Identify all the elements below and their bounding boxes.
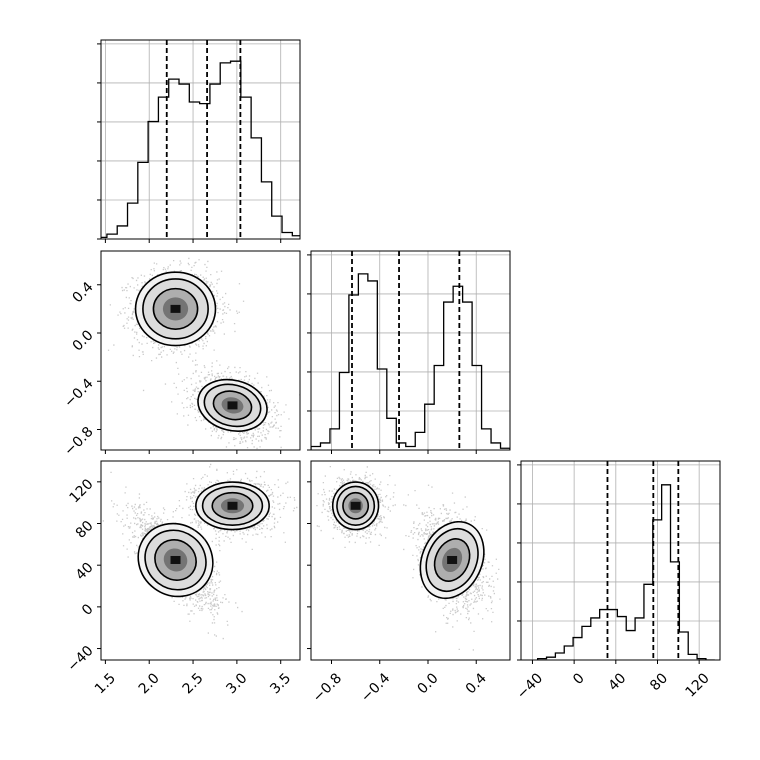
scatter-panel-2 (97, 460, 301, 664)
histogram-panel-2 (307, 250, 511, 454)
contour-line (142, 278, 209, 340)
scatter-points (175, 463, 298, 552)
scatter-content (316, 466, 501, 651)
contour-line (211, 491, 254, 520)
scatter-content (107, 257, 300, 450)
panel-frame (100, 460, 301, 661)
density-peak (227, 501, 238, 510)
contour-line (336, 485, 376, 526)
density-cluster-2 (403, 484, 501, 651)
contour-line (419, 520, 485, 600)
density-peak (447, 555, 458, 564)
panel-frame (310, 250, 511, 451)
histogram-steps (311, 273, 510, 450)
scatter-points (102, 471, 243, 640)
histogram-panel-3 (517, 460, 721, 664)
contour-line (144, 529, 207, 591)
panel-frame (100, 39, 301, 240)
histogram-steps (537, 484, 715, 660)
contour-line (433, 538, 471, 582)
density-cluster-2 (175, 463, 298, 552)
panel-frame (310, 460, 511, 661)
panel-frame (520, 460, 721, 661)
scatter-panel-3 (307, 460, 511, 664)
density-peak (170, 304, 181, 313)
contour-line (134, 271, 217, 347)
contour-line (152, 287, 199, 330)
density-cluster-1 (102, 471, 243, 640)
histogram-steps (101, 60, 300, 239)
density-cluster-1 (316, 466, 396, 548)
scatter-panel-1 (97, 250, 301, 454)
histogram-panel-1 (97, 39, 301, 243)
contour-line (331, 481, 380, 531)
contour-line (154, 539, 197, 581)
scatter-points (403, 484, 501, 651)
scatter-content (102, 463, 298, 640)
contour-line (195, 481, 270, 531)
contour-line (197, 378, 268, 432)
density-cluster-2 (171, 360, 300, 450)
contour-line (342, 491, 370, 520)
density-cluster-1 (107, 257, 245, 392)
panel-frame (100, 250, 301, 451)
density-peak (227, 401, 238, 410)
density-peak (350, 501, 361, 510)
contour-line (201, 485, 264, 526)
contour-line (212, 390, 253, 421)
contour-line (425, 528, 479, 592)
density-peak (170, 555, 181, 564)
contour-line (203, 383, 262, 428)
contour-line (137, 522, 214, 598)
